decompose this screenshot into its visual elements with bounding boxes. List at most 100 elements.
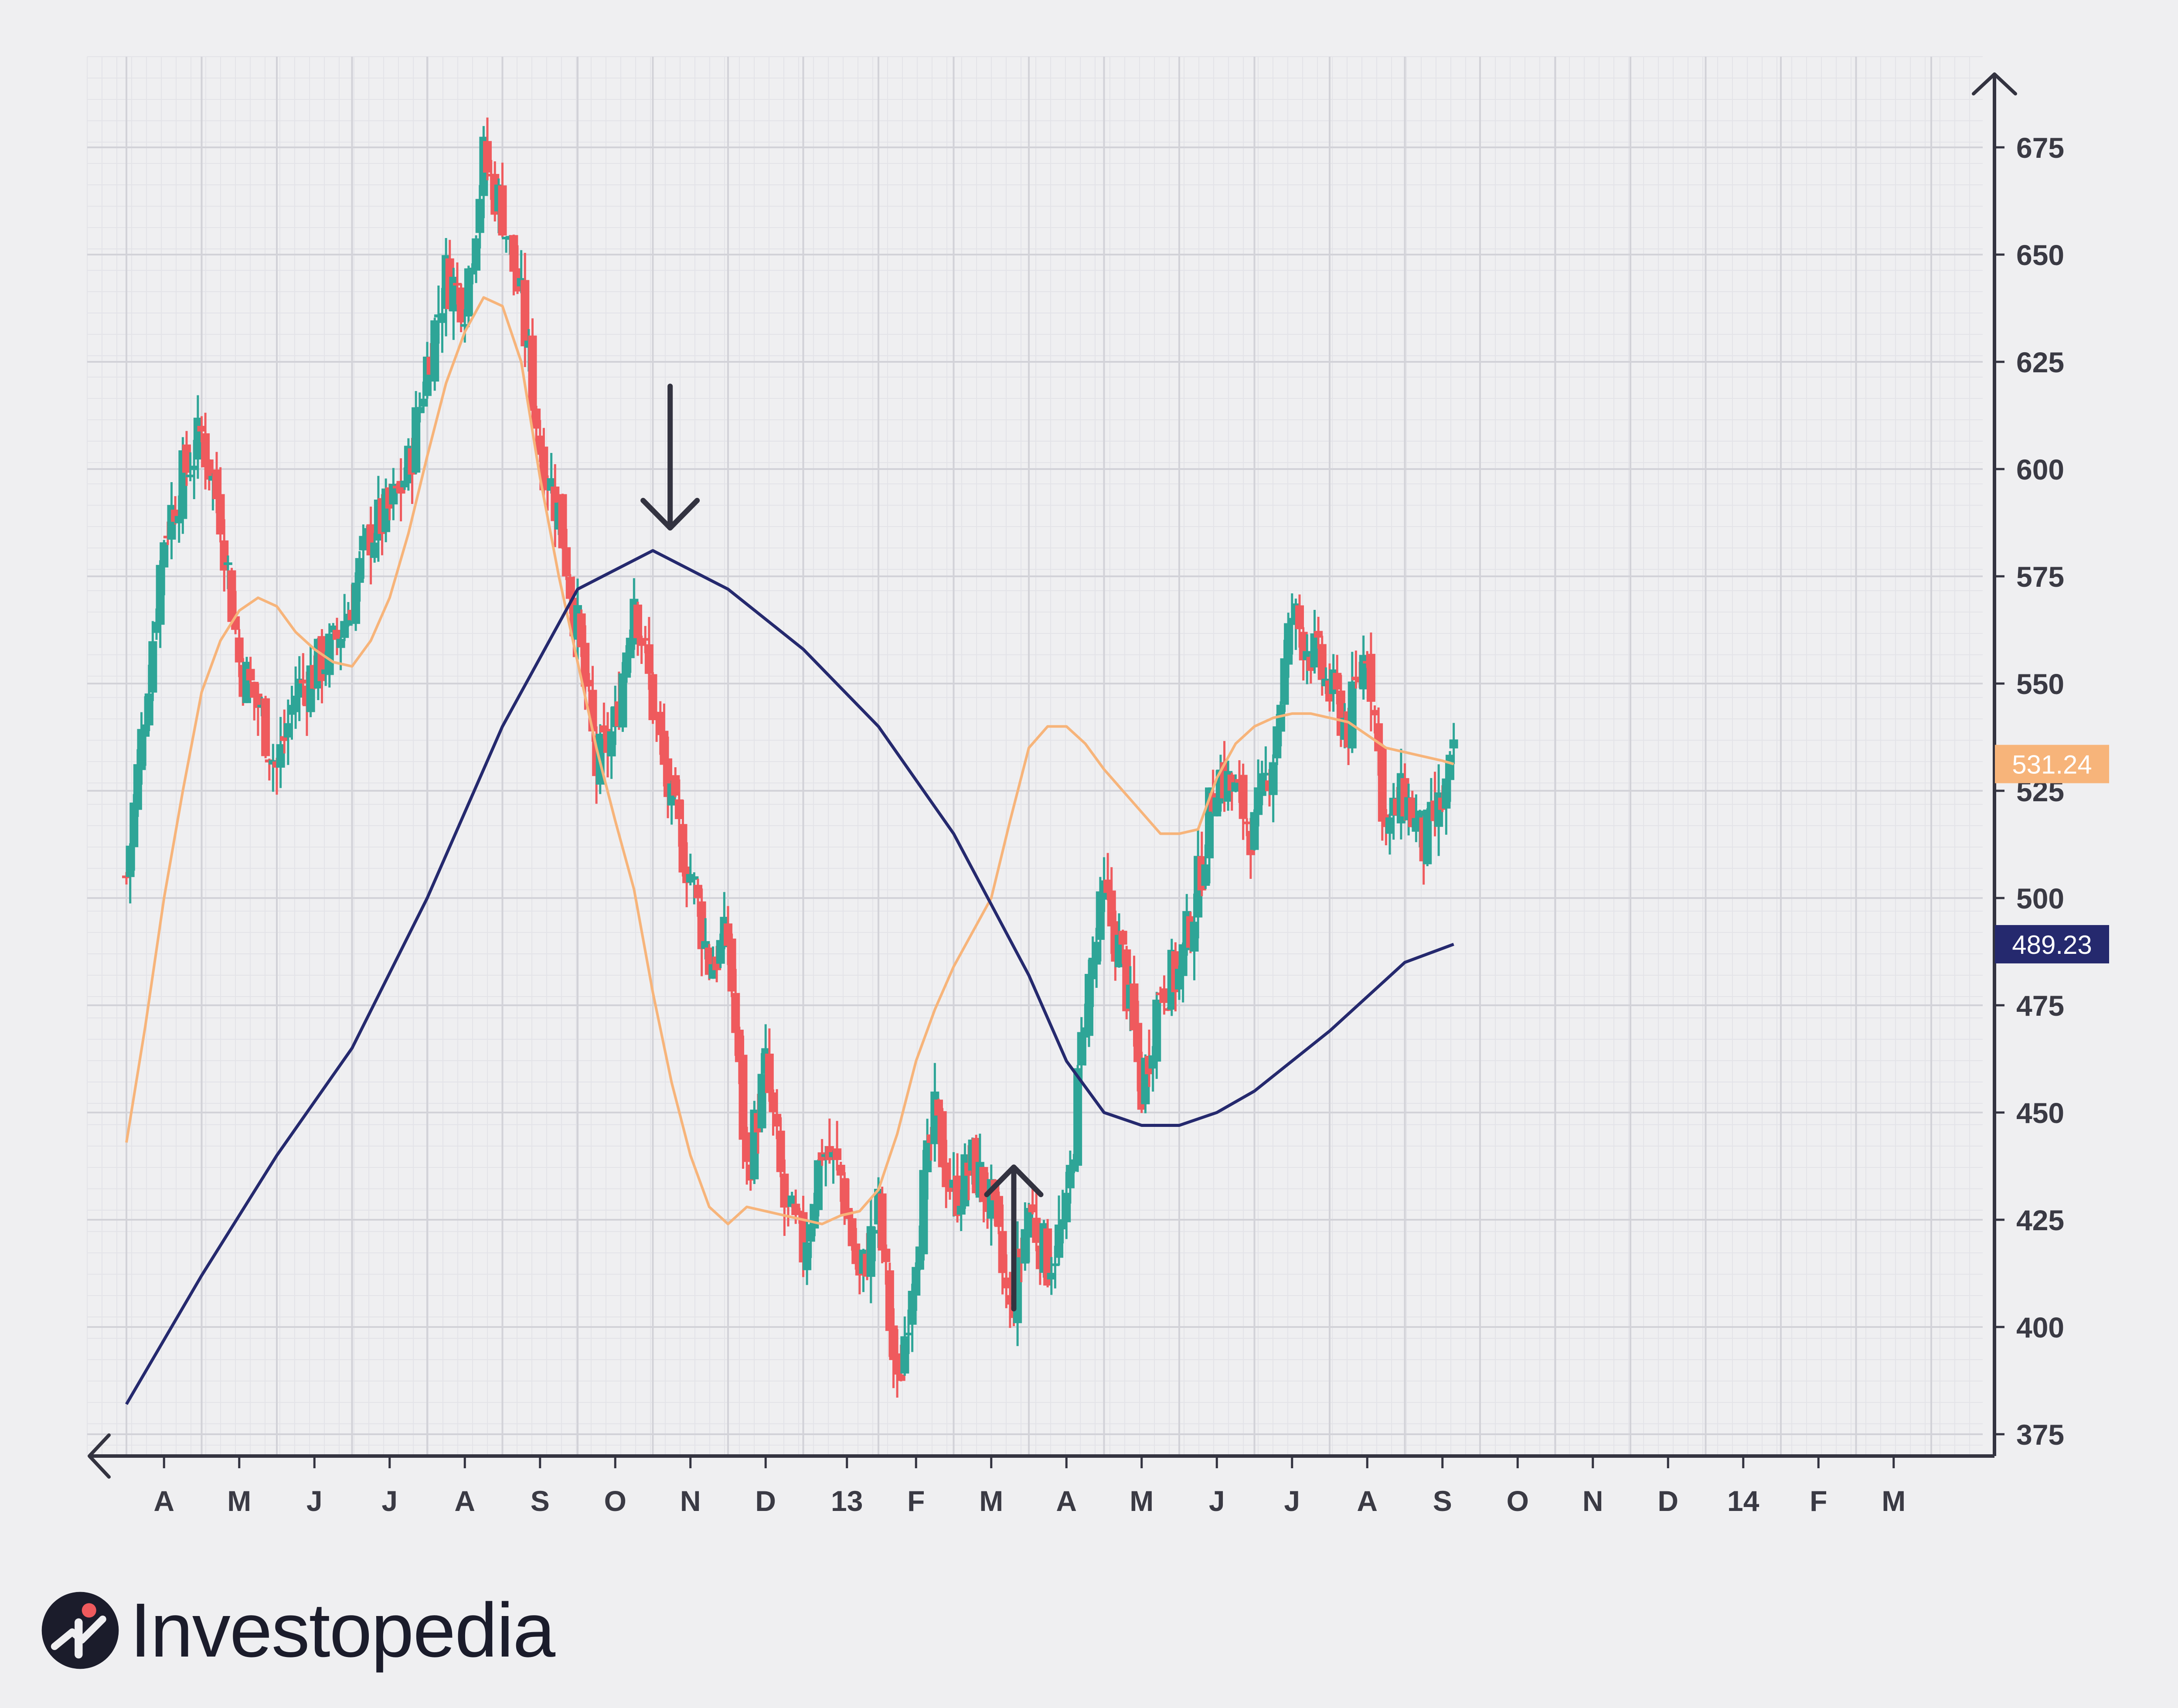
candle-down (204, 459, 214, 480)
candle-up (1190, 922, 1199, 952)
candle-up (291, 695, 300, 712)
candle-up (389, 483, 398, 505)
candle-down (227, 570, 236, 622)
x-tick-label: O (604, 1485, 626, 1517)
candle-down (1333, 673, 1342, 690)
candle-up (475, 199, 484, 233)
candle-up (1055, 1225, 1063, 1258)
candle-down (1314, 631, 1323, 638)
candle-down (558, 494, 567, 548)
value-tag-label: 489.23 (2012, 930, 2092, 959)
candle-down (197, 425, 206, 432)
value-tag (1995, 745, 2109, 783)
moving-average-short-line (125, 296, 1454, 1225)
y-tick-label: 625 (2016, 346, 2064, 378)
candle-down (648, 674, 657, 720)
candle-up (622, 652, 631, 678)
x-tick-label: A (454, 1485, 475, 1517)
candle-down (1351, 677, 1361, 680)
trend-arrows (640, 384, 1044, 1312)
x-tick-label: 13 (831, 1485, 863, 1517)
candle-up (1423, 810, 1432, 864)
x-tick-label: F (907, 1485, 925, 1517)
candle-up (1073, 1068, 1082, 1166)
x-tick-label: A (1357, 1485, 1378, 1517)
candle-down (1370, 710, 1379, 715)
candle-down (727, 938, 736, 992)
y-axis-arrow-icon (1972, 72, 2017, 95)
candle-down (694, 885, 702, 898)
candle-up (1449, 739, 1458, 749)
candle-down (735, 1030, 744, 1062)
candle-down (896, 1374, 905, 1381)
candle-down (521, 280, 530, 347)
candle-up (904, 1333, 913, 1336)
x-tick-label: F (1810, 1485, 1827, 1517)
candle-up (325, 633, 334, 675)
candle-up (190, 466, 199, 470)
x-tick-label: D (755, 1485, 776, 1517)
x-tick-label: J (1284, 1485, 1300, 1517)
candle-down (1032, 1218, 1041, 1243)
candle-up (464, 268, 473, 317)
candle-up (156, 565, 165, 625)
candle-down (644, 644, 653, 674)
y-tick-label: 475 (2016, 990, 2064, 1022)
candle-down (893, 1353, 902, 1375)
candle-down (1002, 1277, 1011, 1289)
candle-down (562, 547, 571, 577)
candle-down (581, 643, 590, 687)
candle-down (1242, 821, 1252, 824)
candle-down (532, 408, 541, 429)
brand-logo: Investopedia (40, 1587, 555, 1674)
candle-down (261, 698, 270, 756)
moving-average-lines (125, 296, 1454, 1405)
candle-down (1378, 747, 1387, 822)
candle-up (690, 876, 699, 880)
x-tick-label: N (1582, 1485, 1603, 1517)
candle-down (246, 669, 255, 680)
y-tick-label: 550 (2016, 668, 2064, 700)
candle-up (1257, 773, 1266, 796)
candle-up (1231, 782, 1240, 792)
y-tick-label: 575 (2016, 561, 2064, 593)
investopedia-logo-icon (41, 1592, 119, 1669)
candle-up (1442, 778, 1451, 809)
moving-average-long-line (125, 549, 1454, 1405)
candle-up (806, 1224, 815, 1242)
candle-down (1043, 1228, 1052, 1286)
candle-up (283, 723, 293, 738)
candle-down (182, 444, 191, 473)
y-tick-label: 600 (2016, 453, 2064, 486)
x-tick-label: A (153, 1485, 174, 1517)
candle-up (1085, 974, 1093, 1036)
up-arrow-icon (984, 1164, 1044, 1312)
y-tick-label: 375 (2016, 1419, 2064, 1451)
candle-down (674, 799, 684, 819)
x-tick-label: M (979, 1485, 1003, 1517)
candle-down (776, 1130, 785, 1172)
candle-up (956, 1205, 966, 1215)
candle-up (1284, 623, 1293, 665)
candle-down (1133, 1023, 1143, 1062)
x-tick-label: J (1209, 1485, 1225, 1517)
candle-up (472, 238, 481, 271)
candle-up (1152, 1000, 1161, 1062)
candle-up (126, 845, 135, 877)
candle-down (836, 1164, 845, 1176)
candle-up (607, 731, 616, 757)
value-tags: 531.24 489.23 (1995, 745, 2109, 963)
y-tick-label: 650 (2016, 239, 2064, 271)
candle-down (731, 993, 740, 1033)
candle-down (998, 1231, 1007, 1273)
candle-down (780, 1174, 789, 1208)
candle-down (885, 1270, 894, 1331)
candle-up (814, 1160, 823, 1210)
candle-up (618, 673, 627, 728)
candle-down (577, 613, 586, 647)
candle-down (697, 901, 706, 949)
candle-up (1096, 891, 1105, 940)
